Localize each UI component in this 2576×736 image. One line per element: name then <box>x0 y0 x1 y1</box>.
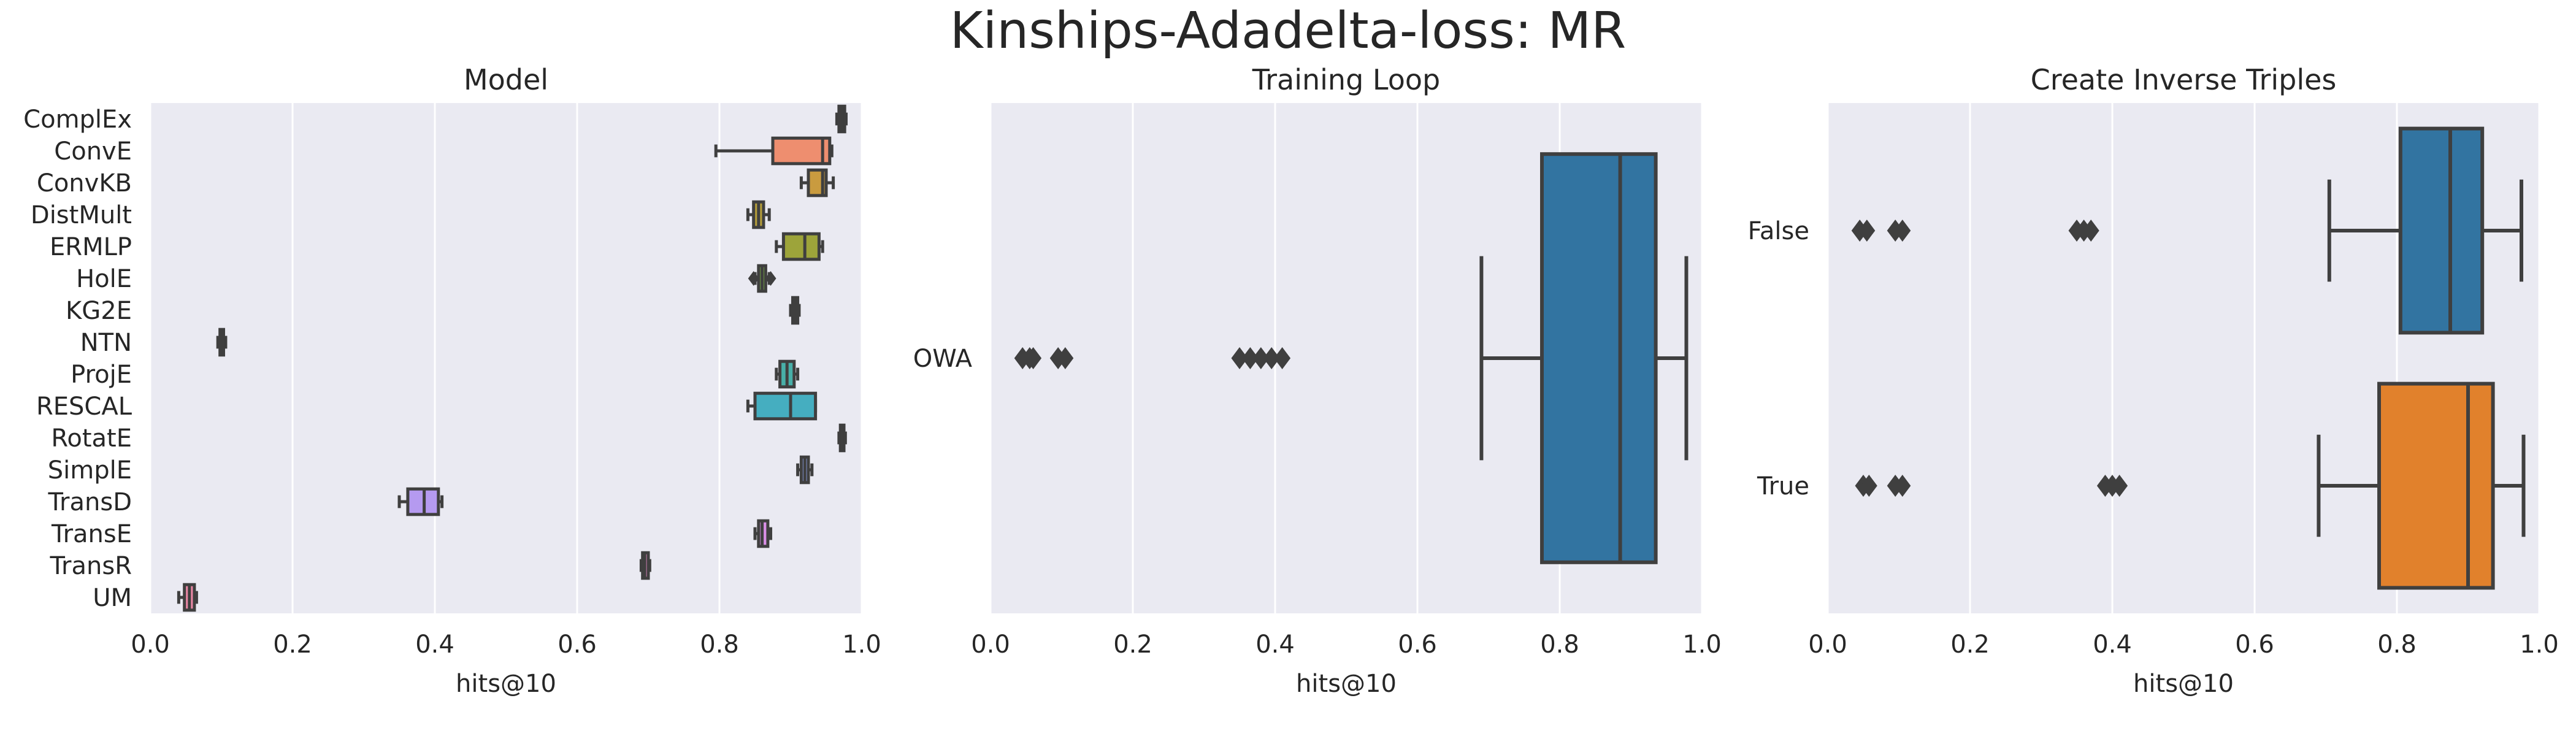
x-axis-label: hits@10 <box>2133 670 2234 698</box>
y-tick-label: ComplEx <box>23 105 132 134</box>
x-tick-label: 1.0 <box>2520 631 2559 659</box>
y-tick-label: OWA <box>913 345 973 373</box>
x-tick-label: 0.8 <box>700 631 739 659</box>
y-tick-label: TransD <box>47 488 132 516</box>
outlier-point <box>2082 220 2099 242</box>
box-true: True <box>1757 381 2526 590</box>
y-tick-label: True <box>1757 472 1809 500</box>
panel-title: Create Inverse Triples <box>2031 63 2337 96</box>
y-tick-label: HolE <box>76 265 132 293</box>
x-tick-label: 0.8 <box>1540 631 1579 659</box>
x-tick-label: 0.2 <box>273 631 312 659</box>
x-tick-label: 0.2 <box>1113 631 1152 659</box>
panel-title: Training Loop <box>1252 63 1440 96</box>
box-hole: HolE <box>76 264 776 293</box>
iqr-box <box>781 232 821 261</box>
y-tick-label: UM <box>93 584 132 612</box>
y-tick-label: RESCAL <box>36 393 132 421</box>
outlier-point <box>1860 475 1877 497</box>
box-transe: TransE <box>51 519 773 548</box>
outlier-point <box>1025 347 1042 369</box>
x-tick-label: 0.0 <box>1808 631 1847 659</box>
x-tick-label: 0.2 <box>1950 631 1990 659</box>
outlier-point <box>1858 220 1876 242</box>
iqr-box <box>1540 152 1658 564</box>
chart-panel-1: 0.0 0.2 0.4 0.6 0.8 1.0 Model hits@10 ComplEx Con… <box>23 63 881 698</box>
box-um: UM <box>93 583 198 612</box>
box-false: False <box>1748 126 2523 335</box>
y-tick-label: SimplE <box>48 456 132 485</box>
x-tick-label: 0.0 <box>971 631 1010 659</box>
x-tick-label: 0.6 <box>558 631 597 659</box>
box-distmult: DistMult <box>31 200 771 229</box>
outlier-point <box>765 271 776 286</box>
box-transr: TransR <box>50 551 651 580</box>
iqr-box <box>771 136 832 166</box>
box-owa: OWA <box>913 152 1689 564</box>
outlier-point <box>1274 347 1291 369</box>
outlier-point <box>1241 347 1259 369</box>
outlier-point <box>1252 347 1270 369</box>
iqr-box <box>753 391 818 421</box>
outlier-point <box>1231 347 1248 369</box>
outlier-point <box>1057 347 1074 369</box>
y-tick-label: ConvKB <box>37 169 132 197</box>
y-tick-label: ProjE <box>71 361 132 389</box>
figure-title: Kinships-Adadelta-loss: MR <box>950 2 1627 60</box>
box-convkb: ConvKB <box>37 168 835 197</box>
iqr-box <box>2377 381 2495 590</box>
outlier-point <box>748 271 759 286</box>
y-tick-label: RotatE <box>51 424 132 453</box>
iqr-box <box>2398 126 2485 335</box>
x-tick-label: 0.4 <box>2093 631 2132 659</box>
x-tick-label: 0.8 <box>2377 631 2417 659</box>
y-tick-label: False <box>1748 217 1809 245</box>
panel-title: Model <box>464 63 548 96</box>
y-tick-label: NTN <box>80 329 132 357</box>
y-tick-label: TransR <box>50 552 132 580</box>
chart-panel-2: 0.0 0.2 0.4 0.6 0.8 1.0 Training Loop hits@10 OW… <box>913 63 1722 698</box>
box-simple: SimplE <box>48 455 814 485</box>
outlier-point <box>1894 220 1911 242</box>
box-complex: ComplEx <box>23 104 848 134</box>
x-tick-label: 0.6 <box>2235 631 2274 659</box>
outlier-point <box>1894 475 1911 497</box>
box-transd: TransD <box>47 487 444 516</box>
x-tick-label: 0.4 <box>415 631 454 659</box>
x-axis-label: hits@10 <box>1296 670 1397 698</box>
y-tick-label: DistMult <box>31 201 132 229</box>
box-rotate: RotatE <box>51 423 847 453</box>
box-ntn: NTN <box>80 328 228 357</box>
x-tick-label: 0.4 <box>1255 631 1295 659</box>
y-tick-label: KG2E <box>66 297 132 325</box>
panels: 0.0 0.2 0.4 0.6 0.8 1.0 Model hits@10 ComplEx Con… <box>23 63 2559 698</box>
chart-panel-3: 0.0 0.2 0.4 0.6 0.8 1.0 Create Inverse Triples… <box>1748 63 2559 698</box>
box-rescal: RESCAL <box>36 391 818 421</box>
x-tick-label: 1.0 <box>842 631 881 659</box>
box-conve: ConvE <box>54 136 834 166</box>
y-tick-label: TransE <box>51 520 132 548</box>
y-tick-label: ConvE <box>54 137 132 166</box>
box-proje: ProjE <box>71 359 800 389</box>
x-tick-label: 0.6 <box>1398 631 1437 659</box>
x-axis-label: hits@10 <box>456 670 556 698</box>
outlier-point <box>2111 475 2128 497</box>
plot-background <box>150 103 862 613</box>
x-tick-label: 0.0 <box>131 631 170 659</box>
y-tick-label: ERMLP <box>50 233 132 261</box>
outlier-point <box>1263 347 1280 369</box>
x-tick-label: 1.0 <box>1682 631 1722 659</box>
box-kg2e: KG2E <box>66 296 801 325</box>
box-ermlp: ERMLP <box>50 232 824 261</box>
